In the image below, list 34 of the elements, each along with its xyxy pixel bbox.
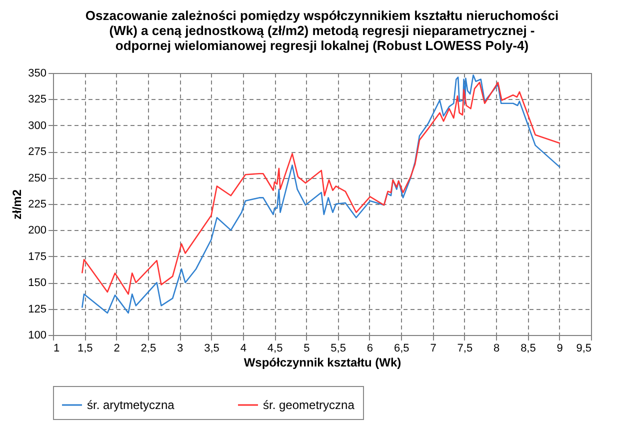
- x-tick-label: 9,5: [576, 342, 592, 354]
- y-tick-label: 250: [28, 172, 46, 184]
- x-tick-label: 2,5: [140, 342, 156, 354]
- y-tick-label: 325: [28, 94, 46, 106]
- y-tick-label: 125: [28, 303, 46, 316]
- x-tick-label: 1: [54, 342, 60, 354]
- x-tick-label: 3: [177, 342, 184, 354]
- x-tick-label: 6,5: [394, 342, 410, 354]
- y-tick-label: 200: [28, 224, 46, 237]
- y-tick-label: 350: [28, 68, 46, 80]
- y-tick-label: 275: [28, 146, 46, 158]
- x-tick-label: 1,5: [78, 342, 93, 354]
- x-axis-title: Współczynnik kształtu (Wk): [244, 356, 402, 370]
- x-tick-label: 5: [304, 342, 310, 354]
- y-tick-label: 175: [28, 250, 46, 263]
- y-tick-label: 300: [28, 120, 46, 132]
- x-tick-label: 4: [240, 342, 246, 354]
- x-tick-label: 2: [114, 342, 120, 354]
- x-tick-label: 4,5: [267, 342, 283, 354]
- x-tick-label: 7,5: [457, 342, 473, 354]
- x-tick-label: 7: [430, 342, 436, 354]
- y-tick-label: 150: [28, 277, 46, 290]
- y-tick-label: 225: [28, 198, 46, 210]
- x-tick-label: 9: [556, 342, 563, 354]
- chart-title: Oszacowanie zależności pomiędzy współczynnikiem kształtu nieruchomości (Wk) a ceną jednostkową (zł/m2) metodą regresji nieparametrycznej - odpornej wielomianowej regresji lokalnej (Robust LOWESS Poly-4): [85, 8, 559, 53]
- legend-label: śr. arytmetyczna: [87, 398, 175, 412]
- y-tick-label: 100: [28, 330, 46, 342]
- x-tick-label: 8: [493, 342, 500, 354]
- x-tick-label: 8,5: [520, 342, 536, 354]
- x-tick-label: 6: [366, 342, 374, 354]
- x-tick-label: 5,5: [330, 342, 346, 354]
- x-tick-label: 3,5: [204, 342, 220, 354]
- legend-label: śr. geometryczna: [263, 398, 355, 412]
- y-axis-title: zł/m2: [10, 189, 24, 220]
